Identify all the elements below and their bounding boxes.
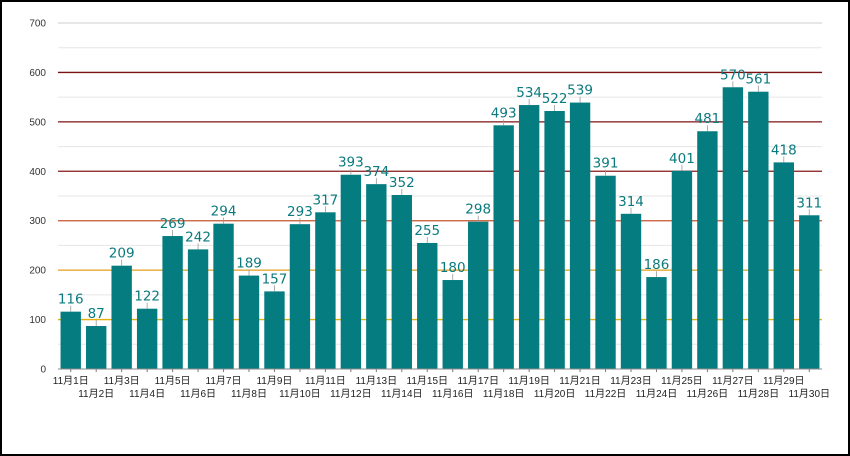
- x-tick-label: 11月7日: [206, 375, 242, 387]
- data-label: 298: [465, 202, 491, 218]
- bar: [340, 174, 362, 369]
- data-label: 401: [669, 151, 695, 167]
- y-tick-label: 500: [29, 117, 46, 128]
- bar: [799, 215, 820, 369]
- bar: [646, 277, 667, 369]
- data-label: 255: [414, 223, 440, 239]
- bar: [468, 221, 489, 369]
- data-label: 311: [796, 195, 822, 211]
- y-tick-label: 100: [29, 315, 46, 326]
- x-tick-label: 11月22日: [585, 388, 627, 400]
- bar: [671, 170, 693, 369]
- x-tick-label: 11月3日: [104, 375, 140, 387]
- x-tick-label: 11月9日: [256, 375, 292, 387]
- bar: [748, 91, 769, 369]
- x-tick-label: 11月17日: [457, 375, 499, 387]
- x-tick-label: 11月14日: [381, 388, 423, 400]
- x-tick-label: 11月21日: [559, 375, 601, 387]
- data-label: 493: [491, 105, 517, 121]
- data-label: 561: [745, 72, 771, 88]
- data-label: 87: [88, 306, 105, 322]
- x-tick-label: 11月1日: [53, 375, 89, 387]
- bar: [111, 265, 132, 369]
- x-tick-label: 11月26日: [687, 388, 729, 400]
- x-tick-label: 11月12日: [330, 388, 372, 400]
- data-label: 481: [695, 111, 721, 127]
- x-tick-label: 11月2日: [78, 388, 114, 400]
- bar: [136, 308, 158, 369]
- x-tick-label: 11月30日: [789, 388, 831, 400]
- bar: [773, 162, 794, 369]
- data-label: 539: [567, 83, 593, 99]
- y-tick-label: 400: [29, 167, 46, 178]
- data-label: 186: [644, 257, 670, 273]
- data-label: 209: [109, 246, 135, 262]
- data-label: 374: [363, 164, 389, 180]
- x-tick-label: 11月29日: [763, 375, 805, 387]
- bar: [315, 212, 336, 369]
- x-tick-label: 11月11日: [305, 375, 346, 387]
- y-tick-label: 200: [29, 266, 46, 277]
- bar: [162, 236, 183, 369]
- bar: [86, 325, 107, 369]
- y-tick-label: 300: [29, 216, 46, 227]
- x-tick-label: 11月24日: [636, 388, 678, 400]
- bar: [442, 280, 463, 369]
- bar: [518, 105, 540, 370]
- bar: [722, 87, 744, 369]
- x-tick-label: 11月15日: [407, 375, 449, 387]
- data-label: 352: [389, 175, 415, 191]
- data-label: 242: [185, 229, 211, 245]
- data-label: 570: [720, 67, 746, 83]
- x-tick-label: 11月5日: [155, 375, 191, 387]
- x-tick-label: 11月16日: [432, 388, 474, 400]
- data-label: 157: [262, 271, 288, 287]
- data-label: 418: [771, 142, 797, 158]
- bar: [60, 311, 81, 369]
- x-tick-label: 11月27日: [712, 375, 754, 387]
- data-label: 293: [287, 204, 313, 220]
- x-tick-label: 11月10日: [279, 388, 321, 400]
- data-label: 534: [516, 85, 542, 101]
- data-label: 314: [618, 194, 644, 210]
- x-tick-label: 11月23日: [610, 375, 652, 387]
- data-label: 391: [593, 156, 619, 172]
- data-label: 294: [211, 204, 237, 220]
- data-label: 393: [338, 155, 364, 171]
- bar: [417, 242, 438, 369]
- bar: [366, 184, 387, 369]
- y-tick-label: 600: [29, 68, 46, 79]
- bar: [264, 291, 285, 369]
- x-tick-label: 11月20日: [534, 388, 576, 400]
- bar: [213, 223, 234, 369]
- x-tick-label: 11月28日: [738, 388, 780, 400]
- data-label: 116: [58, 292, 84, 308]
- data-label: 180: [440, 260, 466, 276]
- x-tick-label: 11月13日: [356, 375, 398, 387]
- bar: [391, 195, 412, 369]
- data-label: 269: [160, 216, 186, 232]
- x-tick-label: 11月8日: [231, 388, 267, 400]
- y-tick-label: 0: [40, 365, 46, 376]
- bar: [697, 131, 718, 369]
- x-tick-label: 11月6日: [180, 388, 216, 400]
- bar: [620, 213, 642, 369]
- bar: [595, 175, 616, 369]
- data-label: 522: [542, 91, 568, 107]
- y-tick-label: 700: [29, 19, 46, 30]
- data-label: 122: [134, 289, 160, 305]
- data-label: 189: [236, 256, 262, 272]
- x-tick-label: 11月25日: [661, 375, 703, 387]
- x-tick-label: 11月19日: [508, 375, 550, 387]
- bar: [187, 249, 209, 369]
- bar: [493, 125, 514, 370]
- bar: [238, 275, 260, 369]
- x-tick-label: 11月4日: [129, 388, 165, 400]
- bar: [289, 224, 311, 369]
- bar: [569, 102, 591, 369]
- data-label: 317: [313, 192, 339, 208]
- bar: [544, 110, 565, 370]
- x-tick-label: 11月18日: [483, 388, 525, 400]
